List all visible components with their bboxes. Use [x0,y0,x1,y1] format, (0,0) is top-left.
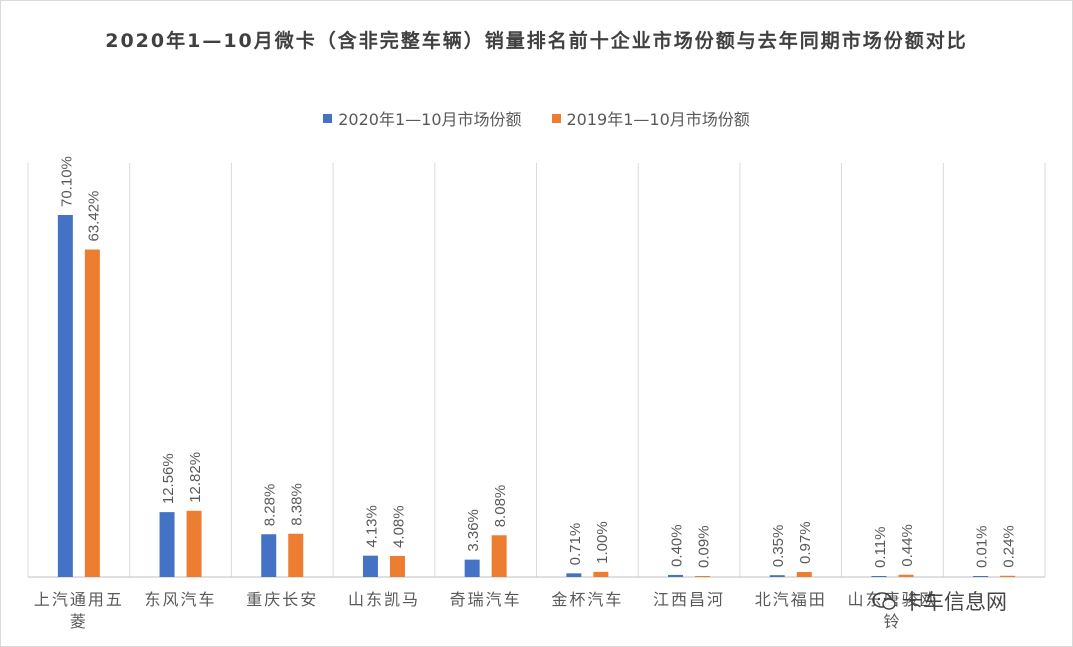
bar-2019 [491,535,507,577]
legend-swatch-2019 [551,113,561,123]
data-label: 1.00% [594,521,611,564]
bar-2020 [871,576,887,577]
data-label: 0.24% [1001,525,1018,568]
bar-2020 [769,575,785,577]
data-label: 3.36% [465,509,482,552]
bar-2020 [261,534,277,577]
data-label: 0.71% [567,523,584,566]
data-label: 4.13% [363,505,380,548]
wechat-icon [872,592,896,610]
data-label: 12.82% [187,452,204,503]
data-label: 0.40% [669,524,686,567]
chart-title: 2020年1—10月微卡（含非完整车辆）销量排名前十企业市场份额与去年同期市场份… [105,30,968,52]
bar-2020 [973,576,989,577]
bar-2019 [389,555,405,577]
data-label: 0.35% [770,525,787,568]
category-label: 东风汽车 [145,590,217,609]
watermark: 卡车信息网 [872,586,1007,616]
legend-item-2020: 2020年1—10月市场份额 [323,106,522,130]
data-label: 0.97% [797,521,814,564]
data-label: 70.10% [58,156,75,207]
bar-2019 [695,576,711,577]
data-label: 8.28% [262,484,279,527]
bar-2019 [186,510,202,577]
data-label: 4.08% [390,505,407,548]
data-label: 12.56% [160,453,177,504]
category-label: 金杯汽车 [551,590,623,609]
data-label: 0.44% [899,524,916,567]
category-label: 江西昌河 [653,590,725,609]
bar-2020 [566,573,582,577]
bar-2019 [898,574,914,577]
data-label: 8.38% [289,483,306,526]
legend-item-2019: 2019年1—10月市场份额 [551,106,750,130]
bar-2019 [288,533,304,577]
data-label: 63.42% [85,191,102,242]
data-label: 0.11% [872,527,889,568]
bar-2020 [464,559,480,577]
category-label: 重庆长安 [246,590,318,609]
legend-label-2020: 2020年1—10月市场份额 [338,110,522,129]
bar-2019 [796,571,812,577]
legend-swatch-2020 [323,113,333,123]
legend: 2020年1—10月市场份额 2019年1—10月市场份额 [0,106,1073,130]
category-label: 上汽通用五 [34,590,124,609]
bar-2020 [668,574,684,577]
category-label: 奇瑞汽车 [450,590,522,609]
data-label: 0.09% [696,525,713,568]
watermark-text: 卡车信息网 [902,590,1007,614]
bar-2020 [362,555,378,577]
data-label: 0.01% [974,525,991,568]
bar-2019 [1000,575,1016,577]
category-label: 菱 [70,612,88,631]
category-label: 山东凯马 [348,590,420,609]
category-label: 北汽福田 [755,590,827,609]
data-label: 8.08% [492,485,509,528]
bar-2019 [84,249,100,578]
category-label: 铃 [883,612,901,631]
bar-2020 [57,215,73,577]
legend-label-2019: 2019年1—10月市场份额 [566,110,750,129]
bar-2019 [593,571,609,577]
bar-2020 [159,512,175,577]
